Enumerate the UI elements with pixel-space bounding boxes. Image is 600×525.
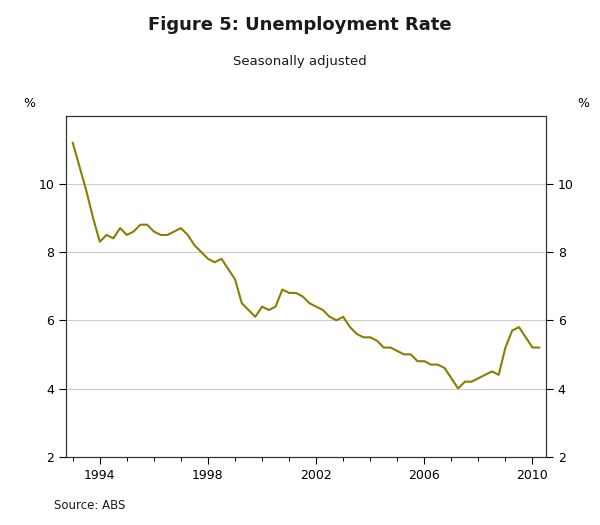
Text: %: % — [577, 97, 589, 110]
Text: Source: ABS: Source: ABS — [54, 499, 125, 512]
Text: %: % — [23, 97, 35, 110]
Text: Figure 5: Unemployment Rate: Figure 5: Unemployment Rate — [148, 16, 452, 34]
Text: Seasonally adjusted: Seasonally adjusted — [233, 55, 367, 68]
